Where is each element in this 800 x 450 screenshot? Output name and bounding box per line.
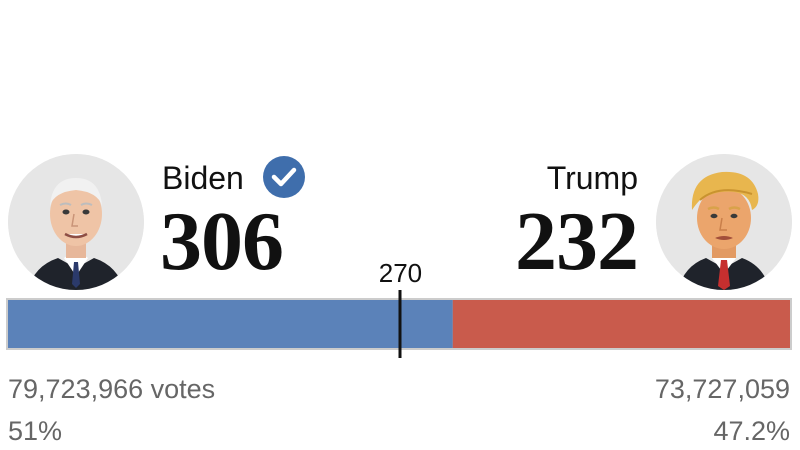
trump-portrait-icon (656, 154, 792, 290)
bar-segment-biden (8, 300, 453, 348)
left-electoral-votes: 306 (160, 195, 284, 288)
threshold-line (398, 290, 402, 358)
threshold-marker-svg (398, 290, 402, 358)
right-electoral-votes: 232 (515, 195, 639, 288)
trump-portrait (656, 154, 792, 290)
threshold-label: 270 (378, 258, 423, 288)
left-candidate-name: Biden (162, 160, 244, 196)
biden-portrait (8, 154, 144, 290)
biden-portrait-icon (8, 154, 144, 290)
bar-chart (8, 300, 790, 348)
left-popular-votes: 79,723,966 votes (8, 374, 216, 404)
checkmark-icon (262, 155, 306, 199)
right-candidate-name: Trump (546, 160, 638, 196)
bar-segment-trump (452, 300, 790, 348)
left-percent: 51% (8, 416, 63, 446)
right-percent: 47.2% (713, 416, 790, 446)
right-popular-votes: 73,727,059 (654, 374, 790, 404)
